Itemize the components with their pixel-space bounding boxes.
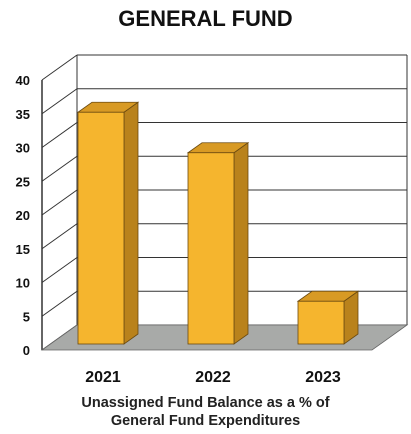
- wall-gridline-20: [41, 189, 78, 216]
- x-axis-label-line-2: General Fund Expenditures: [110, 413, 301, 429]
- x-axis-label-line-1: Unassigned Fund Balance as a % of: [81, 395, 330, 411]
- y-tick-label-10: 10: [16, 276, 30, 291]
- y-tick-label-30: 30: [16, 141, 30, 156]
- y-axis-ticks: 0 5 10 15 20 25 30 35 40: [16, 73, 30, 358]
- wall-gridline-10: [41, 257, 78, 283]
- wall-gridline-5: [41, 290, 78, 317]
- bar-2022: [186, 141, 250, 345]
- bars: [76, 101, 360, 345]
- y-tick-label-35: 35: [16, 107, 30, 122]
- y-tick-label-5: 5: [23, 309, 30, 324]
- y-tick-label-40: 40: [16, 73, 30, 88]
- wall-gridline-30: [41, 122, 78, 148]
- bar-side-2022: [233, 141, 249, 345]
- y-tick-label-20: 20: [16, 208, 30, 223]
- chart-title: GENERAL FUND: [118, 6, 293, 31]
- wall-gridline-35: [41, 88, 78, 115]
- wall-gridline-40: [41, 54, 78, 81]
- bar-side-2021: [123, 101, 139, 345]
- y-tick-label-25: 25: [16, 174, 30, 189]
- y-tick-label-15: 15: [16, 242, 30, 257]
- wall-gridline-15: [41, 223, 78, 250]
- bar-2023: [296, 290, 360, 345]
- y-tick-label-0: 0: [23, 343, 30, 358]
- x-axis-ticks: 2021 2022 2023: [85, 369, 341, 386]
- bar-2021: [76, 101, 140, 345]
- x-tick-label-2022: 2022: [195, 369, 231, 386]
- bar-front-2023: [297, 300, 345, 345]
- x-tick-label-2021: 2021: [85, 369, 121, 386]
- bar-front-2021: [77, 111, 125, 345]
- wall-gridline-25: [41, 155, 78, 182]
- x-axis-label: Unassigned Fund Balance as a % of Genera…: [0, 394, 411, 430]
- x-tick-label-2023: 2023: [305, 369, 341, 386]
- bar-front-2022: [187, 152, 235, 345]
